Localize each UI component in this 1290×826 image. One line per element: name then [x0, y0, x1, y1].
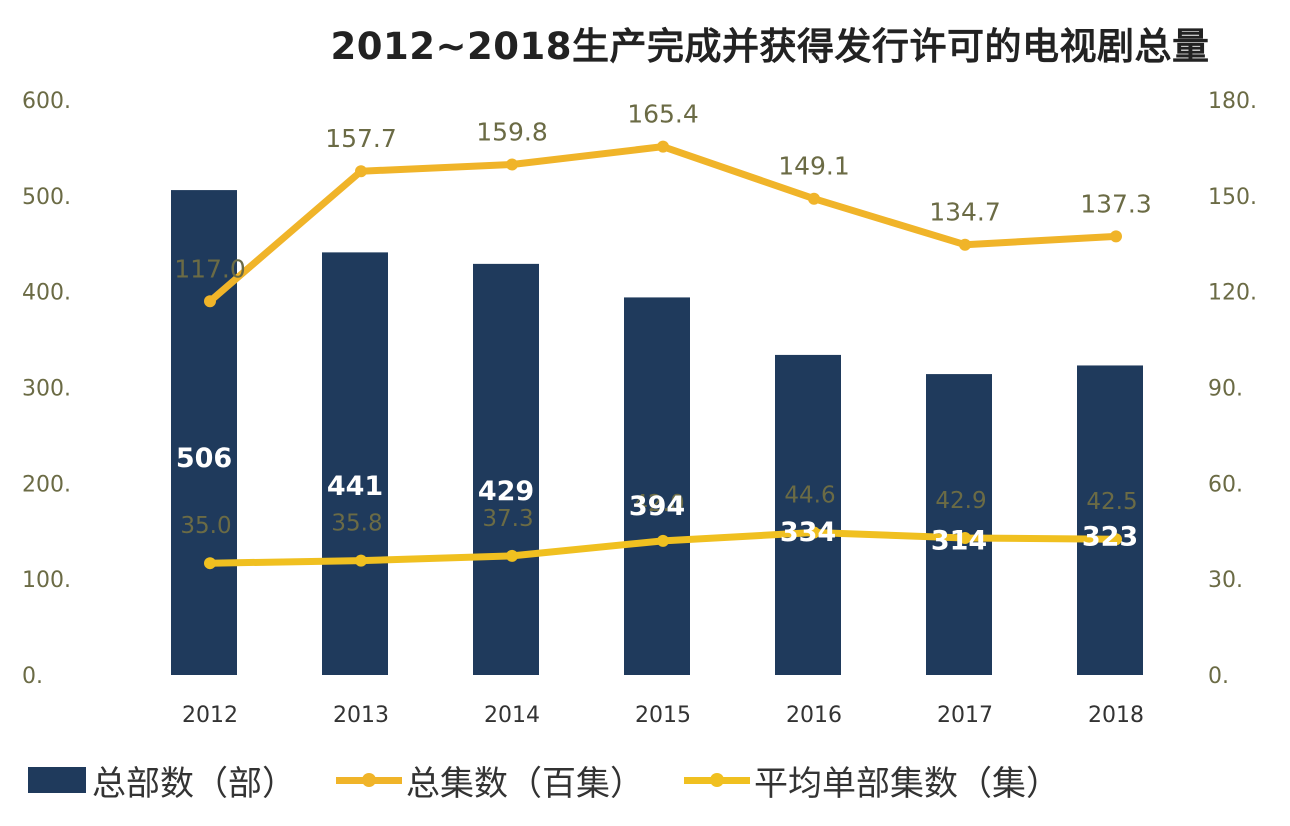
data-label-bar: 441	[327, 471, 383, 502]
point-total-episodes	[1110, 230, 1122, 243]
y-right-tick-label: 60.	[1208, 472, 1243, 497]
x-tick-label: 2013	[333, 703, 389, 728]
data-label-total-episodes: 137.3	[1080, 189, 1152, 218]
data-label-avg-episodes: 42.5	[1086, 489, 1137, 515]
legend-label-total: 总集数（百集）	[406, 763, 644, 804]
data-label-total-episodes: 159.8	[476, 118, 548, 147]
y-left-tick-label: 300.	[22, 377, 71, 402]
data-label-bar: 429	[478, 476, 534, 507]
y-right-tick-label: 0.	[1208, 664, 1229, 689]
data-label-avg-episodes: 42.9	[935, 488, 986, 514]
legend-swatch-total	[336, 767, 402, 793]
data-label-avg-episodes: 44.6	[784, 483, 835, 509]
point-avg-episodes	[657, 534, 669, 547]
point-avg-episodes	[204, 557, 216, 570]
point-avg-episodes	[506, 549, 518, 562]
point-avg-episodes	[1110, 533, 1122, 546]
bar	[926, 374, 992, 675]
legend-swatch-bar	[28, 767, 86, 793]
legend-item-avg: 平均单部集数（集）	[684, 756, 1060, 805]
bar	[1077, 365, 1143, 675]
point-total-episodes	[808, 192, 820, 205]
data-label-total-episodes: 165.4	[627, 100, 699, 129]
data-label-avg-episodes: 37.3	[482, 506, 533, 532]
y-right-tick-label: 120.	[1208, 281, 1257, 306]
x-tick-label: 2014	[484, 703, 540, 728]
y-left-tick-label: 100.	[22, 568, 71, 593]
y-right-tick-label: 150.	[1208, 185, 1257, 210]
x-tick-label: 2018	[1088, 703, 1144, 728]
bar	[624, 297, 690, 675]
data-label-total-episodes: 117.0	[174, 254, 246, 283]
y-right-tick-label: 180.	[1208, 89, 1257, 114]
legend-swatch-avg	[684, 767, 750, 793]
legend: 总部数（部） 总集数（百集） 平均单部集数（集）	[28, 756, 1100, 804]
chart-title: 2012~2018生产完成并获得发行许可的电视剧总量	[330, 25, 1210, 68]
data-label-bar: 506	[176, 443, 232, 474]
y-right-tick-label: 30.	[1208, 568, 1243, 593]
data-label-bar: 323	[1082, 522, 1138, 553]
data-label-avg-episodes: 35.0	[180, 513, 231, 539]
point-avg-episodes	[808, 526, 820, 539]
y-left-tick-label: 600.	[22, 89, 71, 114]
x-tick-label: 2012	[182, 703, 238, 728]
data-label-total-episodes: 157.7	[325, 124, 397, 153]
data-label-avg-episodes: 42.0	[633, 491, 684, 517]
y-left-tick-label: 0.	[22, 664, 43, 689]
point-total-episodes	[204, 295, 216, 308]
bar	[775, 354, 841, 675]
legend-label-bar: 总部数（部）	[92, 763, 296, 804]
bar	[473, 263, 539, 675]
y-left-tick-label: 500.	[22, 185, 71, 210]
y-left-tick-label: 200.	[22, 472, 71, 497]
point-total-episodes	[959, 238, 971, 251]
legend-label-avg: 平均单部集数（集）	[754, 763, 1060, 804]
y-right-tick-label: 90.	[1208, 377, 1243, 402]
point-avg-episodes	[959, 531, 971, 544]
x-tick-label: 2015	[635, 703, 691, 728]
point-avg-episodes	[355, 554, 367, 567]
point-total-episodes	[657, 140, 669, 153]
data-label-avg-episodes: 35.8	[331, 511, 382, 537]
data-label-total-episodes: 134.7	[929, 198, 1001, 227]
y-left-tick-label: 400.	[22, 281, 71, 306]
data-label-bar: 314	[931, 526, 987, 557]
x-tick-label: 2017	[937, 703, 993, 728]
point-total-episodes	[506, 158, 518, 171]
legend-item-bar: 总部数（部）	[28, 756, 296, 805]
legend-item-total: 总集数（百集）	[336, 756, 644, 805]
data-label-bar: 394	[629, 491, 685, 522]
x-tick-label: 2016	[786, 703, 842, 728]
data-label-bar: 334	[780, 517, 836, 548]
data-label-total-episodes: 149.1	[778, 152, 850, 181]
point-total-episodes	[355, 165, 367, 178]
bar	[171, 190, 237, 676]
bar	[322, 252, 388, 675]
